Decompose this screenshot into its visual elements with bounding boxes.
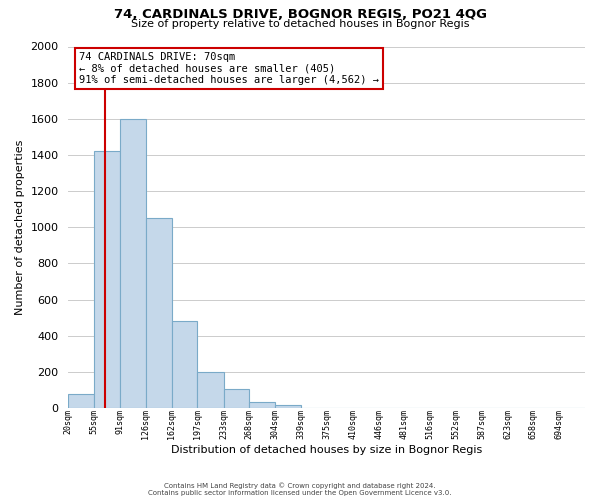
Bar: [224, 389, 249, 408]
Text: Contains HM Land Registry data © Crown copyright and database right 2024.
Contai: Contains HM Land Registry data © Crown c…: [148, 482, 452, 496]
Text: 74, CARDINALS DRIVE, BOGNOR REGIS, PO21 4QG: 74, CARDINALS DRIVE, BOGNOR REGIS, PO21 …: [113, 8, 487, 20]
Y-axis label: Number of detached properties: Number of detached properties: [15, 140, 25, 315]
X-axis label: Distribution of detached houses by size in Bognor Regis: Distribution of detached houses by size …: [171, 445, 482, 455]
Bar: [197, 372, 224, 408]
Text: 74 CARDINALS DRIVE: 70sqm
← 8% of detached houses are smaller (405)
91% of semi-: 74 CARDINALS DRIVE: 70sqm ← 8% of detach…: [79, 52, 379, 85]
Bar: [275, 406, 301, 408]
Bar: [94, 152, 120, 408]
Bar: [68, 394, 94, 408]
Bar: [146, 218, 172, 408]
Bar: [120, 119, 146, 408]
Text: Size of property relative to detached houses in Bognor Regis: Size of property relative to detached ho…: [131, 19, 469, 29]
Bar: [249, 402, 275, 408]
Bar: [172, 322, 197, 408]
